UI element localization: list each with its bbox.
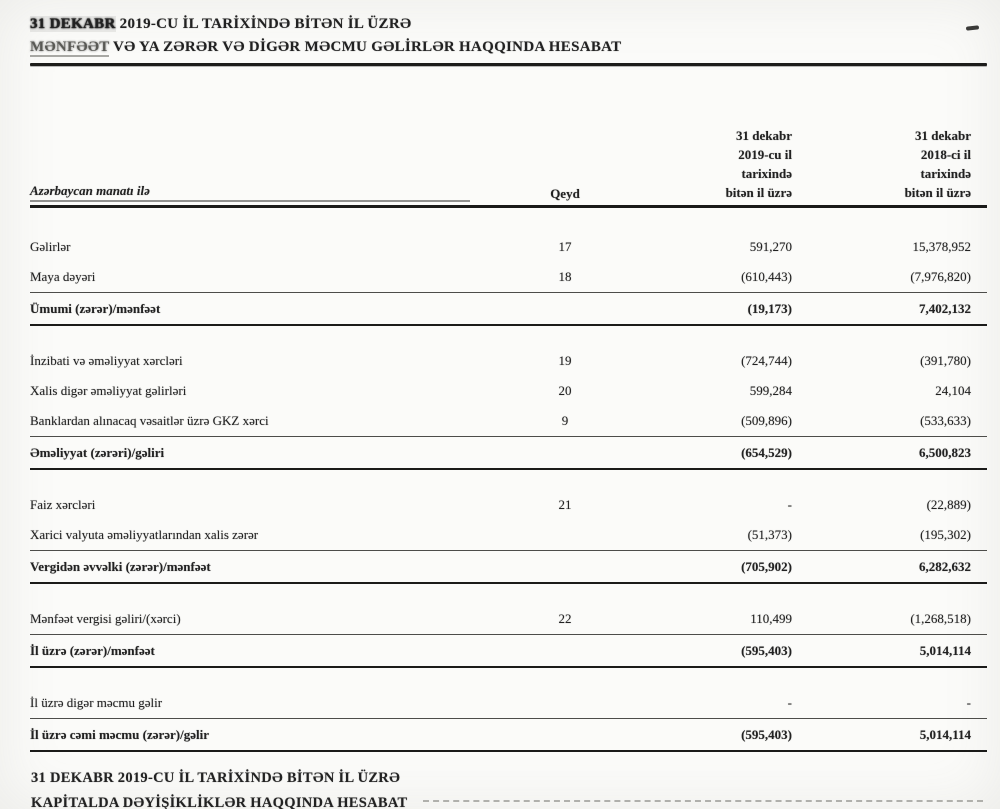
row-value-2018: 5,014,114	[919, 726, 971, 742]
row-label: Əməliyyat (zərəri)/gəliri	[30, 444, 165, 460]
row-value-2019: -	[787, 497, 792, 512]
row-label: İnzibati və əməliyyat xərcləri	[30, 353, 183, 368]
row-value-2019: -	[787, 695, 792, 710]
title-line1-rest: 2019-CU İL TARİXİNDƏ BİTƏN İL ÜZRƏ	[115, 16, 412, 32]
row-note-ref: 19	[558, 353, 572, 368]
row-value-2019: (509,896)	[741, 413, 792, 428]
row-value-2019: 591,270	[749, 239, 792, 254]
note-column-header: Qeyd	[550, 186, 580, 201]
row-value-2019: (724,744)	[741, 353, 792, 368]
row-label: Xarici valyuta əməliyyatlarından xalis z…	[30, 527, 259, 542]
table-row-cost-of-sales: Maya dəyəri 18 (610,443) (7,976,820)	[30, 262, 987, 293]
row-value-2018: (391,780)	[920, 353, 971, 368]
table-row-revenues: Gəlirlər 17 591,270 15,378,952	[30, 232, 987, 262]
statement-title-line2: MƏNFƏƏT VƏ YA ZƏRƏR VƏ DİGƏR MƏCMU GƏLİR…	[30, 36, 987, 59]
row-value-2019: (595,403)	[741, 642, 792, 658]
table-row-gross-profit: Ümumi (zərər)/mənfəət (19,173) 7,402,132	[30, 293, 987, 326]
row-label: Banklardan alınacaq vəsaitlər üzrə GKZ x…	[30, 413, 269, 428]
row-note-ref: 20	[558, 383, 572, 398]
table-row-net-other-operating-income: Xalis digər əməliyyat gəlirləri 20 599,2…	[30, 376, 987, 406]
row-value-2018: 15,378,952	[912, 239, 972, 254]
row-value-2018: (533,633)	[920, 413, 971, 428]
table-row-other-comprehensive-income: İl üzrə digər məcmu gəlir - -	[30, 688, 987, 719]
table-row-ecl-expense-due-from-banks: Banklardan alınacaq vəsaitlər üzrə GKZ x…	[30, 406, 987, 437]
row-value-2019: 110,499	[750, 611, 792, 626]
row-note-ref: 21	[558, 497, 572, 512]
title-underline-rule	[30, 63, 987, 66]
period-2018-header: 31 dekabr 2018-ci il tarixində bitən il …	[904, 128, 971, 200]
row-value-2019: (654,529)	[741, 444, 792, 460]
title-word-profit: MƏNFƏƏT	[30, 39, 110, 57]
period-2019-header: 31 dekabr 2019-cu il tarixində bitən il …	[725, 128, 792, 200]
table-row-result-before-tax: Vergidən əvvəlki (zərər)/mənfəət (705,90…	[30, 551, 987, 584]
row-value-2019: (51,373)	[747, 527, 792, 542]
row-note-ref: 18	[558, 269, 572, 284]
table-row-net-fx-loss: Xarici valyuta əməliyyatlarından xalis z…	[30, 520, 987, 551]
row-value-2018: 6,282,632	[919, 558, 971, 574]
table-row-operating-result: Əməliyyat (zərəri)/gəliri (654,529) 6,50…	[30, 437, 987, 470]
row-label: İl üzrə cəmi məcmu (zərər)/gəlir	[30, 726, 210, 742]
next-statement-title-line1: 31 DEKABR 2019-CU İL TARİXİNDƏ BİTƏN İL …	[31, 770, 401, 786]
row-label: Maya dəyəri	[30, 269, 96, 284]
row-label: Ümumi (zərər)/mənfəət	[30, 300, 161, 316]
row-label: Xalis digər əməliyyat gəlirləri	[30, 383, 187, 398]
row-label: Faiz xərcləri	[30, 497, 96, 512]
row-label: İl üzrə (zərər)/mənfəət	[30, 642, 155, 658]
row-label: Vergidən əvvəlki (zərər)/mənfəət	[30, 558, 211, 574]
row-note-ref: 22	[558, 611, 572, 626]
row-note-ref: 17	[558, 239, 572, 254]
row-value-2018: (7,976,820)	[910, 269, 971, 284]
row-value-2018: (22,889)	[926, 497, 971, 512]
table-row-admin-operating-expenses: İnzibati və əməliyyat xərcləri 19 (724,7…	[30, 346, 987, 376]
row-label: Gəlirlər	[30, 239, 71, 254]
title-line2-rest: VƏ YA ZƏRƏR VƏ DİGƏR MƏCMU GƏLİRLƏR HAQQ…	[109, 39, 622, 55]
table-row-income-tax: Mənfəət vergisi gəliri/(xərci) 22 110,49…	[30, 604, 987, 635]
statement-title-line1: 31 DEKABR 2019-CU İL TARİXİNDƏ BİTƏN İL …	[30, 13, 987, 36]
row-label: İl üzrə digər məcmu gəlir	[30, 695, 163, 710]
row-value-2018: 6,500,823	[919, 444, 971, 460]
table-row-result-for-year: İl üzrə (zərər)/mənfəət (595,403) 5,014,…	[30, 635, 987, 668]
row-value-2019: 599,284	[749, 383, 792, 398]
row-value-2019: (595,403)	[741, 726, 792, 742]
row-value-2018: (1,268,518)	[910, 611, 971, 626]
row-note-ref: 9	[561, 413, 569, 428]
income-statement-table: Azərbaycan manatı ilə Qeyd 31 dekabr 201…	[30, 126, 987, 752]
table-header-row: Azərbaycan manatı ilə Qeyd 31 dekabr 201…	[30, 126, 987, 208]
row-label: Mənfəət vergisi gəliri/(xərci)	[30, 611, 181, 626]
table-row-interest-expense: Faiz xərcləri 21 - (22,889)	[30, 490, 987, 520]
row-value-2019: (19,173)	[747, 300, 792, 316]
row-value-2018: 7,402,132	[919, 300, 971, 316]
next-statement-title: 31 DEKABR 2019-CU İL TARİXİNDƏ BİTƏN İL …	[31, 766, 988, 809]
table-row-total-comprehensive-result: İl üzrə cəmi məcmu (zərər)/gəlir (595,40…	[30, 719, 987, 752]
currency-note-label: Azərbaycan manatı ilə	[30, 183, 470, 202]
next-statement-title-line2: KAPİTALDA DƏYİŞİKLİKLƏR HAQQINDA HESABAT	[31, 795, 408, 809]
row-value-2018: 5,014,114	[919, 642, 971, 658]
row-value-2018: 24,104	[935, 383, 971, 398]
row-value-2019: (610,443)	[741, 269, 792, 284]
scan-dashed-artifact-line	[423, 800, 983, 802]
row-value-2018: (195,302)	[920, 527, 971, 542]
row-value-2019: (705,902)	[741, 558, 792, 574]
statement-title: 31 DEKABR 2019-CU İL TARİXİNDƏ BİTƏN İL …	[30, 13, 987, 66]
row-value-2018: -	[966, 695, 971, 710]
title-date-segment: 31 DEKABR	[30, 16, 116, 32]
